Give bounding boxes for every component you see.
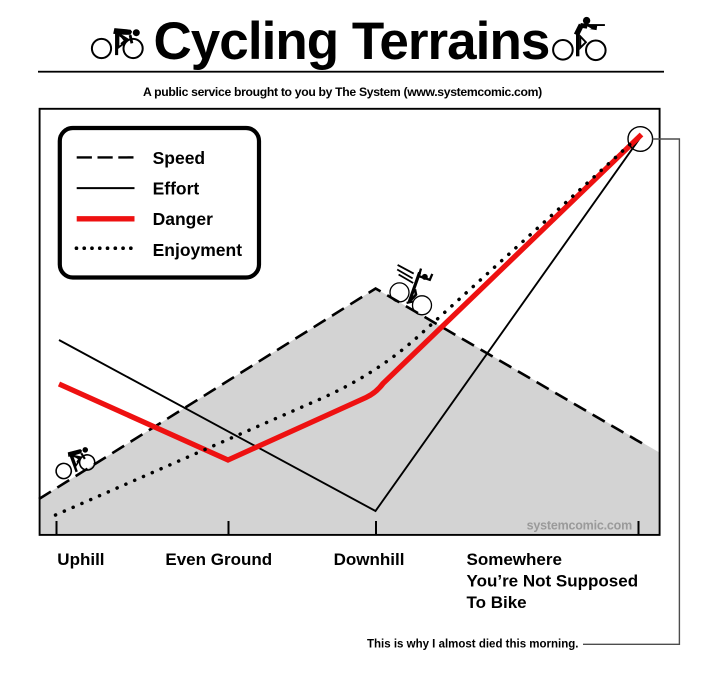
- svg-text:Cycling Terrains: Cycling Terrains: [154, 12, 550, 71]
- svg-text:You’re Not Supposed: You’re Not Supposed: [467, 572, 639, 591]
- svg-text:To Bike: To Bike: [467, 593, 527, 612]
- svg-text:This is why I almost died this: This is why I almost died this morning.: [367, 638, 579, 650]
- svg-text:Somewhere: Somewhere: [467, 550, 562, 569]
- svg-text:Effort: Effort: [153, 179, 200, 199]
- svg-text:Enjoyment: Enjoyment: [153, 240, 243, 260]
- svg-text:A public service brought to yo: A public service brought to you by The S…: [143, 85, 542, 99]
- svg-text:Even Ground: Even Ground: [165, 550, 272, 569]
- svg-text:Speed: Speed: [153, 148, 206, 168]
- svg-text:Uphill: Uphill: [57, 550, 104, 569]
- svg-text:Danger: Danger: [153, 209, 213, 229]
- svg-text:Downhill: Downhill: [334, 550, 405, 569]
- svg-text:systemcomic.com: systemcomic.com: [527, 519, 632, 533]
